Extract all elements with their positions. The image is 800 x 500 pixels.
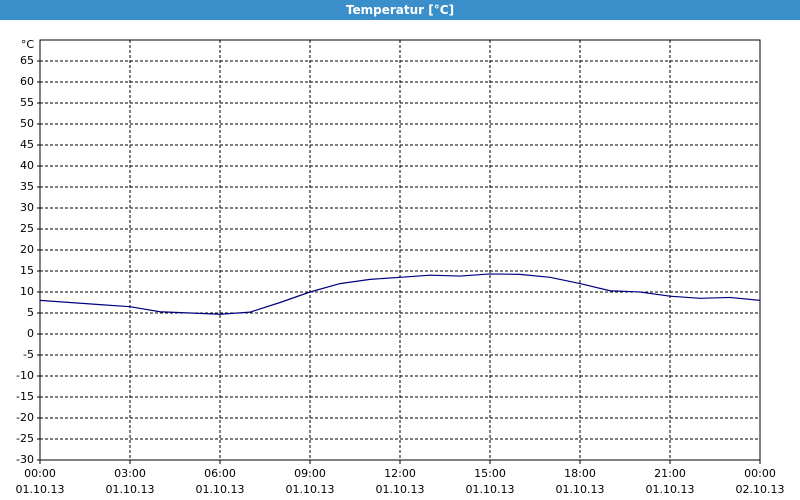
x-tick-label: 15:00 bbox=[474, 467, 506, 480]
y-tick-label: 50 bbox=[20, 117, 34, 130]
x-tick-date: 01.10.13 bbox=[106, 483, 155, 496]
y-tick-label: 30 bbox=[20, 201, 34, 214]
y-tick-label: -5 bbox=[23, 348, 34, 361]
y-unit: °C bbox=[21, 38, 35, 51]
x-tick-label: 00:00 bbox=[24, 467, 56, 480]
y-tick-label: 5 bbox=[27, 306, 34, 319]
x-tick-date: 02.10.13 bbox=[736, 483, 785, 496]
y-tick-label: -15 bbox=[16, 390, 34, 403]
y-tick-label: -10 bbox=[16, 369, 34, 382]
x-tick-date: 01.10.13 bbox=[196, 483, 245, 496]
y-tick-label: -20 bbox=[16, 411, 34, 424]
x-tick-date: 01.10.13 bbox=[16, 483, 65, 496]
y-tick-label: 35 bbox=[20, 180, 34, 193]
x-tick-label: 09:00 bbox=[294, 467, 326, 480]
x-tick-label: 00:00 bbox=[744, 467, 776, 480]
data-line bbox=[39, 273, 761, 315]
y-tick-label: -25 bbox=[16, 432, 34, 445]
y-tick-label: 40 bbox=[20, 159, 34, 172]
y-tick-label: 20 bbox=[20, 243, 34, 256]
y-tick-label: 60 bbox=[20, 75, 34, 88]
y-tick-label: 15 bbox=[20, 264, 34, 277]
x-tick-date: 01.10.13 bbox=[646, 483, 695, 496]
y-tick-label: 45 bbox=[20, 138, 34, 151]
y-tick-label: 55 bbox=[20, 96, 34, 109]
x-tick-label: 12:00 bbox=[384, 467, 416, 480]
x-tick-date: 01.10.13 bbox=[556, 483, 605, 496]
x-tick-date: 01.10.13 bbox=[376, 483, 425, 496]
x-tick-label: 03:00 bbox=[114, 467, 146, 480]
y-tick-label: 25 bbox=[20, 222, 34, 235]
title-bar: Temperatur [°C] bbox=[0, 0, 800, 20]
x-tick-label: 18:00 bbox=[564, 467, 596, 480]
x-tick-label: 21:00 bbox=[654, 467, 686, 480]
x-tick-date: 01.10.13 bbox=[466, 483, 515, 496]
y-tick-label: 65 bbox=[20, 54, 34, 67]
chart: °C -30 -25 -20 -15 -10 -5 0 5 10 15 20 25 30 35 40 45 50 5… bbox=[16, 38, 785, 496]
x-tick-date: 01.10.13 bbox=[286, 483, 335, 496]
x-tick-label: 06:00 bbox=[204, 467, 236, 480]
y-tick-label: -30 bbox=[16, 453, 34, 466]
y-tick-label: 0 bbox=[27, 327, 34, 340]
y-tick-label: 10 bbox=[20, 285, 34, 298]
